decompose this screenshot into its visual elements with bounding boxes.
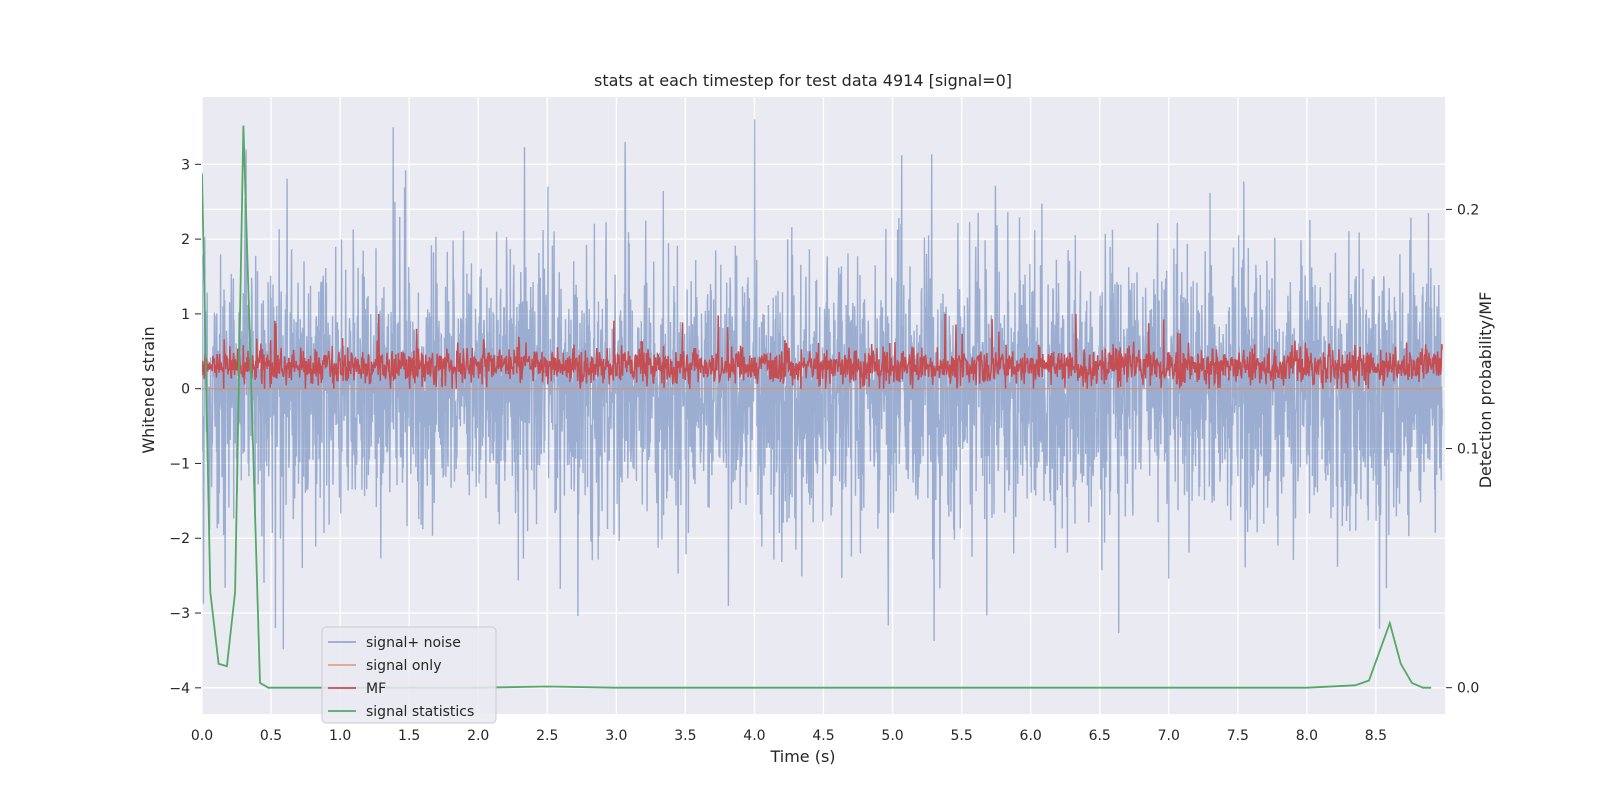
x-tick-label: 3.5 — [674, 728, 696, 744]
y-tick-label: −2 — [169, 531, 190, 547]
x-tick-label: 7.0 — [1158, 728, 1180, 744]
y-tick-label: −3 — [169, 606, 190, 622]
x-tick-label: 8.5 — [1365, 728, 1387, 744]
y-tick-label: 3 — [181, 157, 190, 173]
y2-tick-label: 0.0 — [1457, 681, 1479, 697]
y2-tick-label: 0.2 — [1457, 202, 1479, 218]
series-layer — [202, 119, 1443, 689]
x-tick-label: 1.0 — [329, 728, 351, 744]
x-tick-label: 6.5 — [1089, 728, 1111, 744]
x-tick-label: 3.0 — [605, 728, 627, 744]
x-tick-label: 4.5 — [812, 728, 834, 744]
axes: 0.0 0.5 1.0 1.5 2.0 2.5 3.0 3.5 4.0 4.5 5.0 5.5 6.0 6… — [169, 157, 1479, 744]
x-tick-label: 1.5 — [398, 728, 420, 744]
x-tick-label: 0.5 — [260, 728, 282, 744]
legend-label: MF — [366, 681, 386, 697]
legend-label: signal statistics — [366, 704, 474, 720]
legend-label: signal+ noise — [366, 635, 461, 651]
y-tick-label: −4 — [169, 681, 190, 697]
legend: signal+ noise signal only MF signal statist… — [321, 626, 497, 724]
x-tick-label: 4.0 — [743, 728, 765, 744]
y-tick-label: −1 — [169, 456, 190, 472]
x-tick-label: 5.5 — [950, 728, 972, 744]
y2-axis-label: Detection probability/MF — [1476, 292, 1495, 489]
x-axis-label: Time (s) — [769, 747, 835, 766]
y-tick-label: 1 — [181, 307, 190, 323]
y2-tick-label: 0.1 — [1457, 442, 1479, 458]
x-tick-label: 0.0 — [191, 728, 213, 744]
legend-label: signal only — [366, 658, 441, 674]
series-line-signal-noise — [202, 119, 1443, 650]
chart-title: stats at each timestep for test data 491… — [594, 71, 1012, 90]
x-tick-label: 2.5 — [536, 728, 558, 744]
y-axis-label: Whitened strain — [139, 326, 158, 453]
x-tick-label: 7.5 — [1227, 728, 1249, 744]
y-tick-label: 2 — [181, 232, 190, 248]
x-tick-label: 5.0 — [881, 728, 903, 744]
x-tick-label: 8.0 — [1296, 728, 1318, 744]
series-line-signal-statistics — [202, 125, 1432, 689]
series-line-mf — [202, 313, 1443, 389]
x-tick-label: 6.0 — [1020, 728, 1042, 744]
legend-box — [321, 626, 497, 724]
x-tick-label: 2.0 — [467, 728, 489, 744]
y-tick-label: 0 — [181, 382, 190, 398]
